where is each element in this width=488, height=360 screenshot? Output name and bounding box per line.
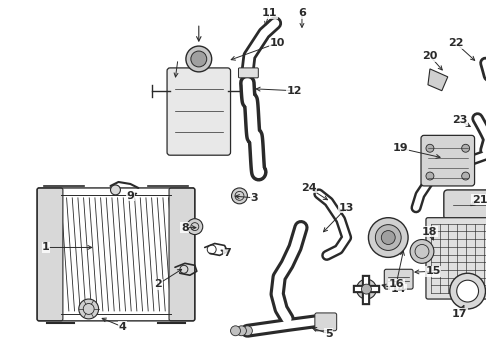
- Text: 17: 17: [451, 309, 467, 319]
- Circle shape: [456, 280, 478, 302]
- Text: 16: 16: [387, 279, 403, 289]
- Text: 13: 13: [338, 203, 354, 213]
- Circle shape: [361, 284, 371, 294]
- Circle shape: [381, 231, 394, 244]
- Circle shape: [185, 46, 211, 72]
- Circle shape: [190, 51, 206, 67]
- Circle shape: [449, 273, 485, 309]
- Text: 4: 4: [118, 322, 126, 332]
- Text: 2: 2: [154, 279, 162, 289]
- Circle shape: [110, 185, 120, 195]
- Text: 12: 12: [285, 86, 301, 96]
- Circle shape: [409, 239, 433, 263]
- Text: 7: 7: [223, 248, 231, 258]
- Circle shape: [425, 172, 433, 180]
- Text: 1: 1: [42, 242, 50, 252]
- FancyBboxPatch shape: [314, 313, 336, 331]
- Text: 19: 19: [391, 143, 407, 153]
- Circle shape: [356, 279, 376, 299]
- Text: 10: 10: [269, 38, 285, 48]
- Circle shape: [79, 299, 99, 319]
- Text: 6: 6: [297, 8, 305, 18]
- Text: 11: 11: [261, 8, 276, 18]
- FancyBboxPatch shape: [420, 135, 473, 186]
- Text: 8: 8: [181, 222, 188, 233]
- FancyBboxPatch shape: [167, 68, 230, 155]
- Text: 23: 23: [451, 116, 467, 126]
- Circle shape: [186, 219, 203, 235]
- Circle shape: [461, 144, 468, 152]
- Circle shape: [375, 225, 400, 251]
- FancyBboxPatch shape: [384, 269, 412, 289]
- FancyBboxPatch shape: [443, 190, 488, 220]
- Text: 15: 15: [425, 266, 440, 276]
- Circle shape: [242, 326, 252, 336]
- FancyBboxPatch shape: [169, 188, 194, 321]
- Text: 9: 9: [126, 191, 134, 201]
- FancyBboxPatch shape: [238, 68, 258, 78]
- Text: 3: 3: [250, 193, 258, 203]
- Text: 22: 22: [447, 38, 463, 48]
- Polygon shape: [427, 69, 447, 91]
- Circle shape: [367, 218, 407, 257]
- Circle shape: [230, 326, 240, 336]
- FancyBboxPatch shape: [37, 188, 63, 321]
- Text: 5: 5: [324, 329, 332, 339]
- Circle shape: [236, 326, 246, 336]
- Circle shape: [231, 188, 247, 204]
- Circle shape: [425, 144, 433, 152]
- Text: 24: 24: [301, 183, 316, 193]
- Text: 18: 18: [421, 226, 437, 237]
- Circle shape: [461, 172, 468, 180]
- FancyBboxPatch shape: [425, 218, 488, 299]
- Text: 14: 14: [389, 284, 405, 294]
- Text: 21: 21: [471, 195, 486, 205]
- Text: 20: 20: [421, 51, 437, 61]
